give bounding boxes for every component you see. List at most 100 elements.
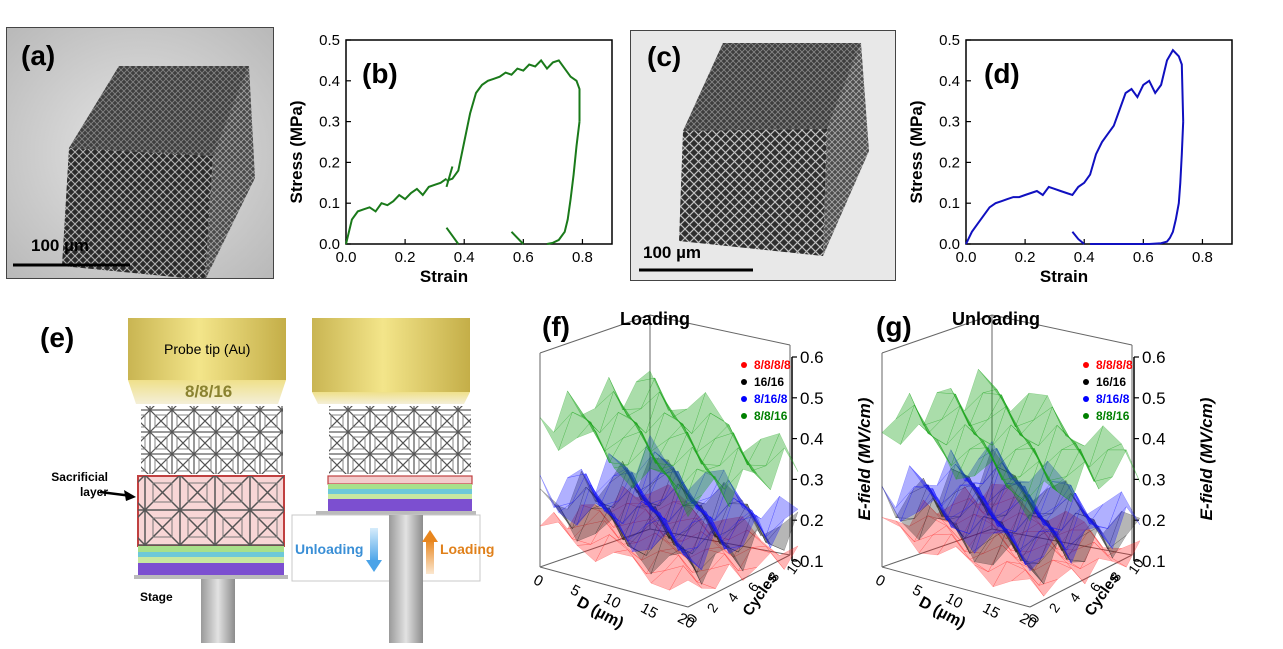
- surface-facet: [946, 484, 980, 521]
- surface-facet: [608, 453, 642, 494]
- surface-facet: [918, 533, 952, 556]
- surface-facet: [622, 485, 655, 512]
- surface-facet: [649, 412, 684, 453]
- surface-facet: [645, 509, 679, 537]
- surface-facet: [900, 526, 934, 554]
- surface-facet: [964, 486, 998, 527]
- axis-box-edge: [991, 528, 1133, 556]
- surface-facet: [585, 473, 619, 512]
- surface-facet: [1033, 460, 1067, 504]
- surface-facet: [659, 466, 693, 504]
- surface-layer: [881, 483, 1141, 597]
- surface-facet: [923, 477, 956, 518]
- surface-layer: [539, 370, 799, 518]
- surface-facet: [1010, 485, 1044, 526]
- surface-facet: [599, 472, 633, 507]
- surface-facet: [1033, 543, 1068, 571]
- surface-facet: [746, 433, 780, 467]
- surface-facet: [751, 510, 785, 549]
- x-tick-label: 10: [601, 590, 624, 613]
- stress-strain-curve-segment: [1090, 121, 1185, 245]
- surface-facet: [659, 512, 693, 552]
- surface-facet: [1056, 492, 1090, 536]
- surface-facet: [622, 461, 655, 501]
- surface-facet: [951, 516, 984, 555]
- legend-marker: [741, 413, 747, 419]
- surface-facet: [1047, 448, 1081, 482]
- surface-facet: [705, 511, 739, 550]
- surface-facet: [1038, 481, 1072, 519]
- surface-facet: [1006, 483, 1039, 518]
- surface-facet: [909, 393, 942, 434]
- surface-facet: [1024, 486, 1058, 526]
- surface-facet: [678, 516, 712, 551]
- surface-facet: [1075, 492, 1108, 529]
- surface-facet: [765, 495, 799, 538]
- stress-strain-curve-segment: [446, 58, 581, 182]
- surface-facet: [576, 534, 610, 563]
- surface-facet: [677, 470, 711, 510]
- surface-facet: [747, 503, 780, 543]
- surface-facet: [941, 393, 975, 435]
- surface-facet: [1056, 425, 1090, 468]
- surface-facet: [1061, 492, 1095, 531]
- surface-facet: [881, 404, 915, 445]
- surface-facet: [983, 495, 1016, 533]
- surface-facet: [1070, 484, 1104, 525]
- surface-facet: [974, 511, 1008, 554]
- legend-entry: 8/16/8: [1096, 392, 1130, 406]
- x-axis-label: Strain: [1040, 267, 1088, 286]
- surface-facet: [595, 507, 629, 547]
- surface-facet: [696, 516, 730, 554]
- surface-facet: [996, 424, 1030, 468]
- surface-facet: [1043, 512, 1076, 552]
- surface-facet: [927, 484, 961, 521]
- legend-entry: 8/8/16: [1096, 409, 1130, 423]
- surface-facet: [590, 503, 624, 541]
- surface-facet: [950, 449, 984, 485]
- surface-facet: [765, 511, 799, 551]
- surface-facet: [1020, 527, 1054, 564]
- surface-facet: [1093, 506, 1127, 550]
- x-tick-label: 0.6: [513, 249, 534, 266]
- surface-facet: [1038, 460, 1072, 503]
- surface-facet: [964, 466, 998, 507]
- surface-facet: [1043, 531, 1077, 558]
- surface-facet: [964, 447, 998, 485]
- surface-facet: [978, 496, 1012, 537]
- z-tick-label: 0.5: [1142, 389, 1166, 408]
- surface-facet: [1047, 508, 1081, 551]
- surface-facet: [982, 532, 1017, 559]
- surface-facet: [941, 463, 975, 507]
- surface-facet: [1089, 425, 1122, 468]
- surface-facet: [659, 467, 693, 506]
- surface-facet: [751, 513, 785, 551]
- surface-facet: [627, 430, 661, 470]
- surface-facet: [719, 546, 753, 572]
- surface-facet: [955, 476, 989, 516]
- surface-facet: [631, 485, 665, 526]
- x-tick-label: 10: [943, 590, 966, 613]
- surface-facet: [913, 515, 947, 543]
- y-tick-label: 0.1: [319, 195, 340, 212]
- surface-facet: [608, 485, 642, 514]
- surface-facet: [632, 446, 666, 489]
- plot-frame: [345, 39, 613, 245]
- sem-image-c: (c) 100 µm: [630, 30, 896, 281]
- surface-facet: [691, 508, 725, 536]
- surface-facet: [664, 483, 697, 526]
- surface-facet: [1089, 529, 1123, 556]
- surface-facet: [983, 440, 1017, 481]
- surface-facet: [1024, 494, 1058, 536]
- surface-facet: [724, 515, 758, 550]
- surface-facet: [1038, 527, 1072, 564]
- surface-facet: [622, 377, 656, 410]
- panel-label-g: (g): [876, 311, 912, 342]
- surface-facet: [946, 405, 980, 446]
- surface-facet: [631, 472, 665, 511]
- surface-facet: [960, 484, 993, 519]
- surface-facet: [691, 548, 725, 573]
- surface-facet: [988, 511, 1021, 552]
- surface-facet: [622, 422, 656, 464]
- surface-facet: [927, 484, 961, 521]
